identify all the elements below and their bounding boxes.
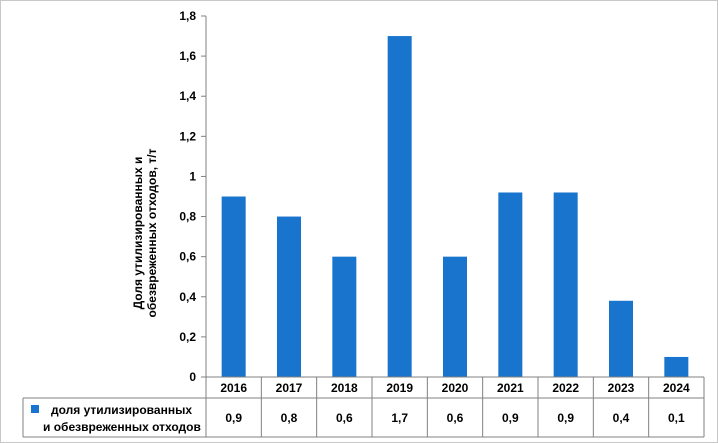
y-tick-label: 0,6 [179,250,196,264]
x-tick-label: 2018 [331,381,358,395]
y-tick-label: 1,8 [179,9,196,23]
y-tick-label: 0,8 [179,210,196,224]
data-table-value: 0,9 [502,411,519,425]
x-tick-label: 2024 [663,381,690,395]
data-table-value: 0,1 [668,411,685,425]
bar-2017 [277,216,301,377]
data-table-value: 0,6 [447,411,464,425]
x-tick-label: 2016 [220,381,247,395]
bar-2024 [664,356,689,377]
data-table-value: 0,6 [336,411,353,425]
y-tick-label: 1,6 [179,49,196,63]
bar-2018 [332,256,357,377]
y-axis-title-line: обезвреженных отходов, т/т [145,148,159,317]
bar-2019 [387,36,412,378]
data-table-value: 1,7 [391,411,408,425]
y-tick-label: 0,2 [179,330,196,344]
bar-2023 [609,300,633,377]
y-tick-label: 1,2 [179,129,196,143]
y-axis-title-line: Доля утилизированных и [131,157,145,310]
legend-label-line: доля утилизированных [51,403,192,417]
x-tick-label: 2017 [276,381,303,395]
data-table-value: 0,9 [225,411,242,425]
data-table-value: 0,9 [557,411,574,425]
x-tick-label: 2023 [608,381,635,395]
y-tick-label: 1,4 [179,89,196,103]
bar-2016 [221,196,246,377]
y-tick-label: 1 [189,169,196,183]
bar-2022 [553,192,578,377]
data-table-value: 0,4 [613,411,630,425]
x-tick-label: 2022 [552,381,579,395]
y-tick-label: 0,4 [179,290,196,304]
bar-2020 [443,256,467,377]
y-axis-title: Доля утилизированных иобезвреженных отхо… [131,148,159,317]
x-tick-label: 2020 [442,381,469,395]
bar-2021 [498,192,523,377]
x-tick-label: 2019 [386,381,413,395]
y-tick-label: 0 [189,370,196,384]
x-tick-label: 2021 [497,381,524,395]
legend-key [31,405,39,413]
legend-label-line: и обезвреженных отходов [43,420,201,434]
data-table-value: 0,8 [281,411,298,425]
